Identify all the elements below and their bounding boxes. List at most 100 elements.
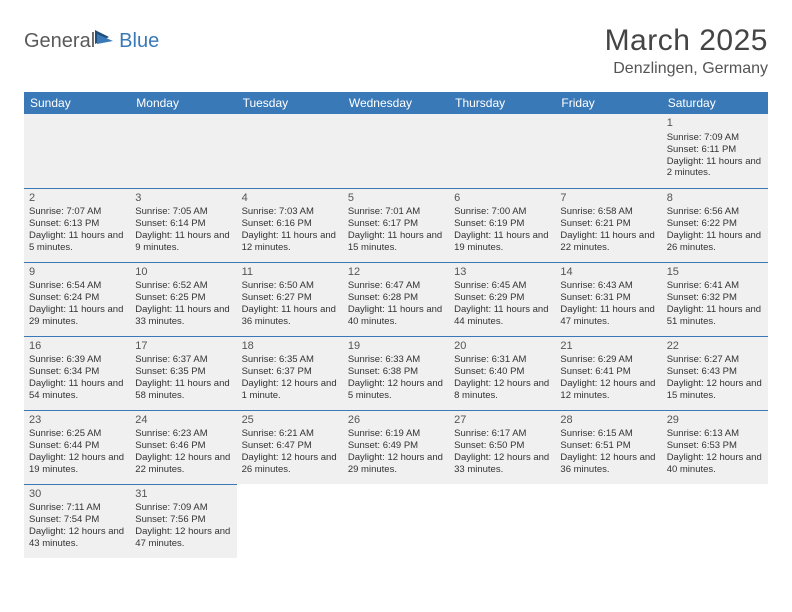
daylight-text: Daylight: 11 hours and 33 minutes. [135,304,231,328]
sunrise-text: Sunrise: 7:07 AM [29,206,125,218]
day-number: 4 [242,192,338,206]
calendar-cell: 27Sunrise: 6:17 AMSunset: 6:50 PMDayligh… [449,410,555,484]
sunrise-text: Sunrise: 7:09 AM [135,502,231,514]
sunset-text: Sunset: 6:44 PM [29,440,125,452]
sunrise-text: Sunrise: 6:58 AM [560,206,656,218]
sunset-text: Sunset: 6:47 PM [242,440,338,452]
daylight-text: Daylight: 11 hours and 40 minutes. [348,304,444,328]
day-number: 8 [667,192,763,206]
logo: General Blue [24,30,159,53]
sunrise-text: Sunrise: 6:23 AM [135,428,231,440]
calendar-week-row: 2Sunrise: 7:07 AMSunset: 6:13 PMDaylight… [24,188,768,262]
calendar-cell: 2Sunrise: 7:07 AMSunset: 6:13 PMDaylight… [24,188,130,262]
calendar-cell: 25Sunrise: 6:21 AMSunset: 6:47 PMDayligh… [237,410,343,484]
calendar-cell: 1Sunrise: 7:09 AMSunset: 6:11 PMDaylight… [662,114,768,188]
sunset-text: Sunset: 6:32 PM [667,292,763,304]
daylight-text: Daylight: 12 hours and 29 minutes. [348,452,444,476]
calendar-cell-empty [237,484,343,558]
day-number: 15 [667,266,763,280]
daylight-text: Daylight: 11 hours and 19 minutes. [454,230,550,254]
sunrise-text: Sunrise: 6:29 AM [560,354,656,366]
logo-text-general: General [24,30,95,53]
sunrise-text: Sunrise: 6:45 AM [454,280,550,292]
calendar-cell: 17Sunrise: 6:37 AMSunset: 6:35 PMDayligh… [130,336,236,410]
calendar-cell: 6Sunrise: 7:00 AMSunset: 6:19 PMDaylight… [449,188,555,262]
day-header-friday: Friday [555,92,661,114]
sunset-text: Sunset: 6:41 PM [560,366,656,378]
daylight-text: Daylight: 11 hours and 54 minutes. [29,378,125,402]
calendar-cell-empty [130,114,236,188]
daylight-text: Daylight: 12 hours and 8 minutes. [454,378,550,402]
sunset-text: Sunset: 6:40 PM [454,366,550,378]
sunrise-text: Sunrise: 6:50 AM [242,280,338,292]
daylight-text: Daylight: 12 hours and 15 minutes. [667,378,763,402]
sunrise-text: Sunrise: 6:31 AM [454,354,550,366]
sunrise-text: Sunrise: 7:00 AM [454,206,550,218]
day-number: 28 [560,414,656,428]
calendar-cell: 26Sunrise: 6:19 AMSunset: 6:49 PMDayligh… [343,410,449,484]
sunset-text: Sunset: 6:37 PM [242,366,338,378]
calendar-cell: 9Sunrise: 6:54 AMSunset: 6:24 PMDaylight… [24,262,130,336]
sunrise-text: Sunrise: 6:35 AM [242,354,338,366]
sunrise-text: Sunrise: 6:33 AM [348,354,444,366]
day-header-wednesday: Wednesday [343,92,449,114]
sunset-text: Sunset: 6:29 PM [454,292,550,304]
daylight-text: Daylight: 11 hours and 44 minutes. [454,304,550,328]
sunset-text: Sunset: 6:28 PM [348,292,444,304]
daylight-text: Daylight: 11 hours and 51 minutes. [667,304,763,328]
calendar-cell: 22Sunrise: 6:27 AMSunset: 6:43 PMDayligh… [662,336,768,410]
daylight-text: Daylight: 12 hours and 40 minutes. [667,452,763,476]
calendar-cell: 18Sunrise: 6:35 AMSunset: 6:37 PMDayligh… [237,336,343,410]
day-number: 21 [560,340,656,354]
day-number: 10 [135,266,231,280]
daylight-text: Daylight: 11 hours and 58 minutes. [135,378,231,402]
sunrise-text: Sunrise: 6:37 AM [135,354,231,366]
day-number: 17 [135,340,231,354]
day-number: 30 [29,488,125,502]
day-number: 26 [348,414,444,428]
daylight-text: Daylight: 11 hours and 22 minutes. [560,230,656,254]
sunset-text: Sunset: 7:56 PM [135,514,231,526]
daylight-text: Daylight: 12 hours and 1 minute. [242,378,338,402]
calendar-week-row: 30Sunrise: 7:11 AMSunset: 7:54 PMDayligh… [24,484,768,558]
calendar-cell-empty [237,114,343,188]
sunrise-text: Sunrise: 6:15 AM [560,428,656,440]
day-number: 23 [29,414,125,428]
daylight-text: Daylight: 11 hours and 15 minutes. [348,230,444,254]
calendar-cell: 19Sunrise: 6:33 AMSunset: 6:38 PMDayligh… [343,336,449,410]
daylight-text: Daylight: 11 hours and 12 minutes. [242,230,338,254]
daylight-text: Daylight: 12 hours and 36 minutes. [560,452,656,476]
sunset-text: Sunset: 6:16 PM [242,218,338,230]
sunset-text: Sunset: 6:11 PM [667,144,763,156]
daylight-text: Daylight: 11 hours and 5 minutes. [29,230,125,254]
daylight-text: Daylight: 11 hours and 47 minutes. [560,304,656,328]
sunset-text: Sunset: 6:27 PM [242,292,338,304]
calendar-cell: 21Sunrise: 6:29 AMSunset: 6:41 PMDayligh… [555,336,661,410]
calendar-cell: 30Sunrise: 7:11 AMSunset: 7:54 PMDayligh… [24,484,130,558]
day-number: 1 [667,117,763,131]
calendar-cell: 15Sunrise: 6:41 AMSunset: 6:32 PMDayligh… [662,262,768,336]
calendar-week-row: 16Sunrise: 6:39 AMSunset: 6:34 PMDayligh… [24,336,768,410]
sunset-text: Sunset: 6:35 PM [135,366,231,378]
day-number: 19 [348,340,444,354]
day-number: 9 [29,266,125,280]
day-number: 12 [348,266,444,280]
sunrise-text: Sunrise: 6:47 AM [348,280,444,292]
sunset-text: Sunset: 6:38 PM [348,366,444,378]
sunrise-text: Sunrise: 6:17 AM [454,428,550,440]
calendar-cell-empty [343,484,449,558]
calendar-cell: 4Sunrise: 7:03 AMSunset: 6:16 PMDaylight… [237,188,343,262]
sunset-text: Sunset: 6:43 PM [667,366,763,378]
sunrise-text: Sunrise: 6:52 AM [135,280,231,292]
day-number: 31 [135,488,231,502]
daylight-text: Daylight: 12 hours and 43 minutes. [29,526,125,550]
calendar-cell: 31Sunrise: 7:09 AMSunset: 7:56 PMDayligh… [130,484,236,558]
daylight-text: Daylight: 11 hours and 2 minutes. [667,156,763,180]
calendar-cell-empty [449,484,555,558]
sunset-text: Sunset: 6:14 PM [135,218,231,230]
header: General Blue March 2025 Denzlingen, Germ… [24,24,768,78]
daylight-text: Daylight: 11 hours and 9 minutes. [135,230,231,254]
calendar-cell: 10Sunrise: 6:52 AMSunset: 6:25 PMDayligh… [130,262,236,336]
calendar-cell-empty [555,114,661,188]
calendar-cell: 24Sunrise: 6:23 AMSunset: 6:46 PMDayligh… [130,410,236,484]
